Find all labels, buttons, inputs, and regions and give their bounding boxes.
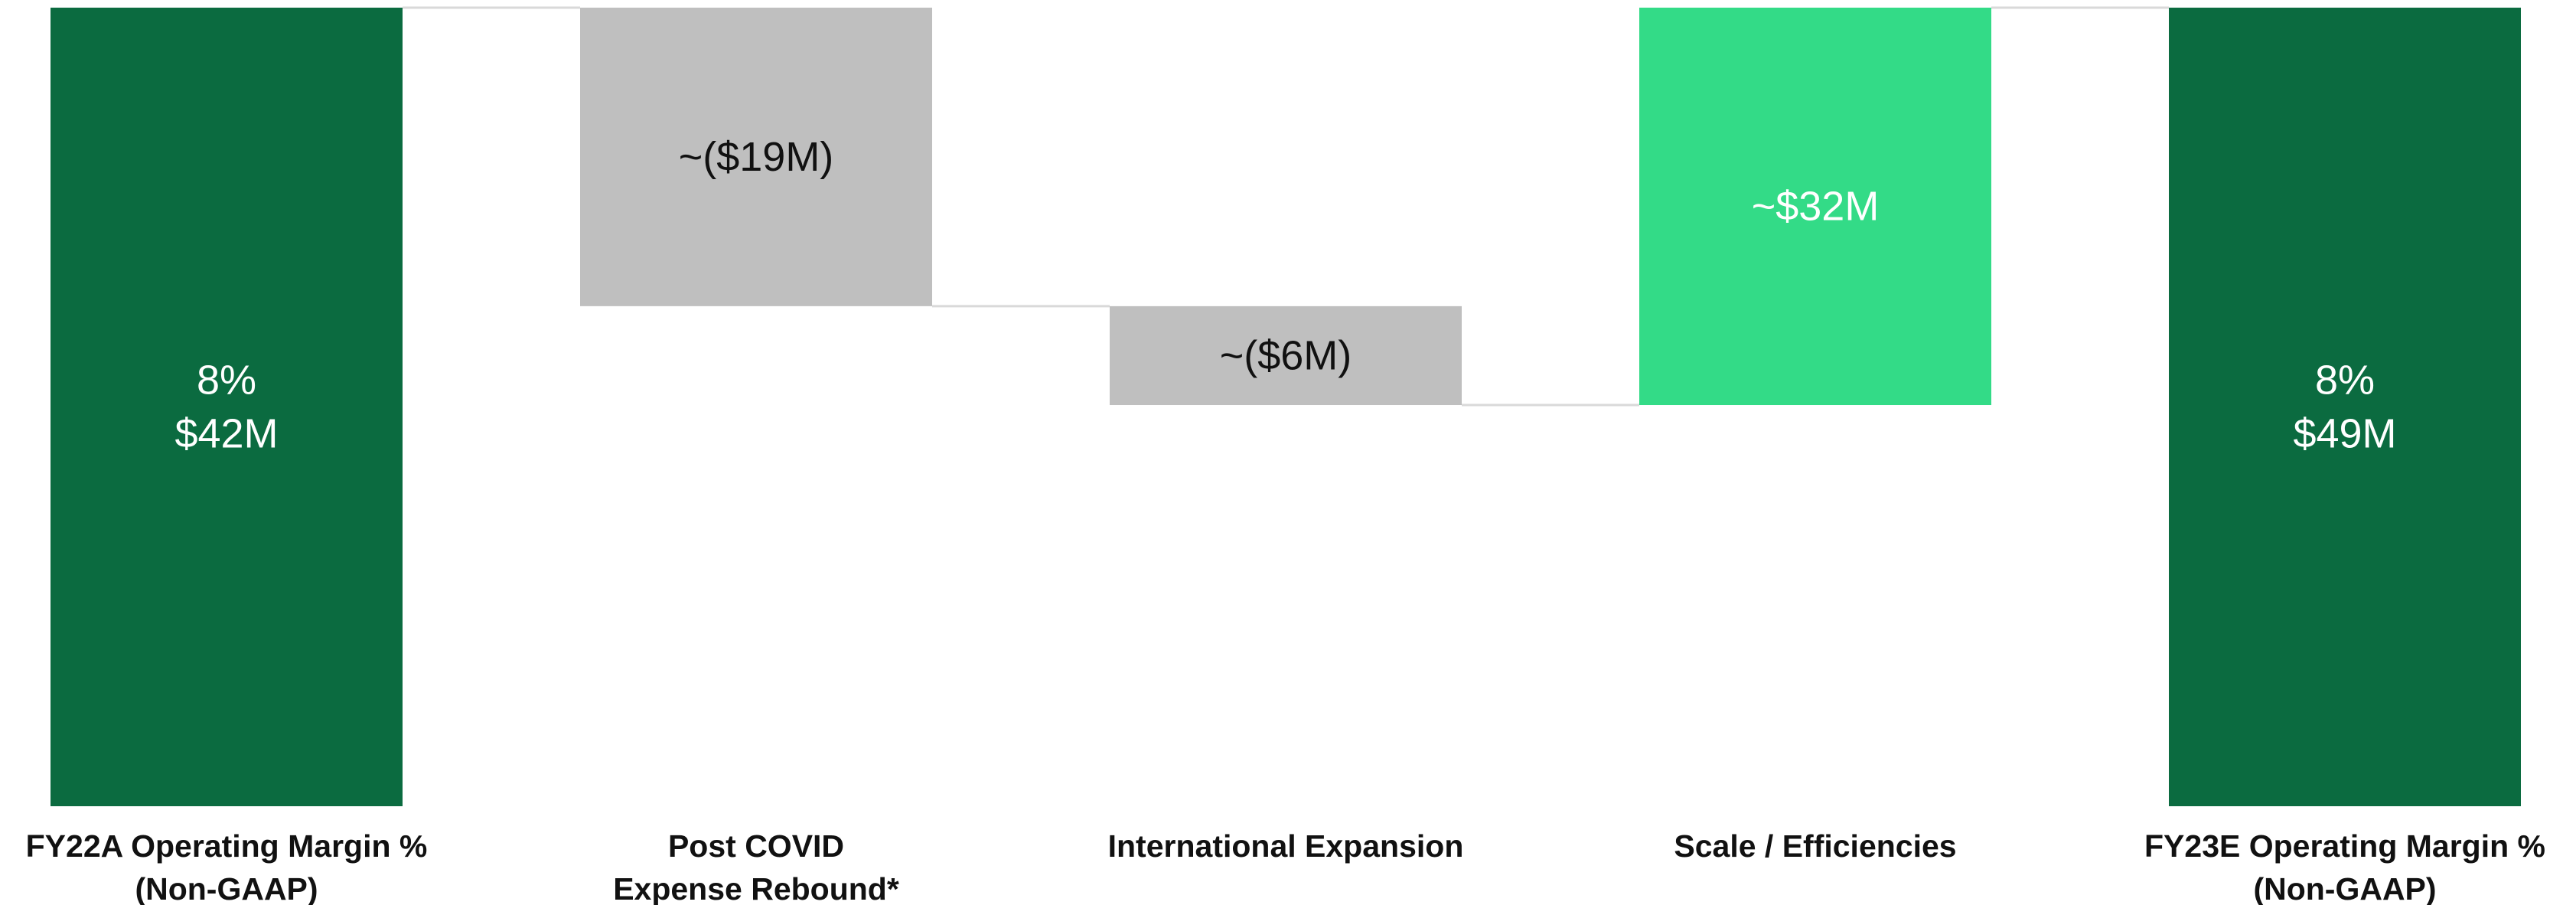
- bar-3-value-label: ~($6M): [1220, 332, 1352, 378]
- bar-3: [1110, 305, 1462, 406]
- bar-labels-group: 8% $42M ~($19M) ~($6M) ~$32M 8% $49M: [174, 134, 2396, 457]
- category-label-5: FY23E Operating Margin %: [2144, 828, 2545, 864]
- bar-5: [2169, 8, 2521, 806]
- bar-1-value-label: $42M: [174, 411, 278, 457]
- category-label-3: International Expansion: [1108, 828, 1464, 864]
- bar-5-value-label: 8%: [2315, 358, 2375, 403]
- bars-group: [51, 8, 2521, 806]
- category-label-1: FY22A Operating Margin %: [26, 828, 428, 864]
- bar-1: [51, 8, 403, 806]
- category-label-5: (Non-GAAP): [2253, 871, 2436, 905]
- bar-5-value-label: $49M: [2293, 411, 2396, 457]
- bar-2-value-label: ~($19M): [679, 134, 834, 180]
- bar-1-value-label: 8%: [197, 358, 256, 403]
- connector-lines: [403, 6, 2169, 407]
- category-label-1: (Non-GAAP): [135, 871, 318, 905]
- category-label-2: Post COVID: [668, 828, 844, 864]
- category-label-4: Scale / Efficiencies: [1674, 828, 1956, 864]
- bar-4-value-label: ~$32M: [1752, 184, 1880, 230]
- bar-2: [580, 8, 932, 306]
- category-label-2: Expense Rebound*: [613, 871, 899, 905]
- category-labels-group: FY22A Operating Margin % (Non-GAAP) Post C…: [26, 828, 2545, 905]
- bar-4: [1639, 8, 1991, 406]
